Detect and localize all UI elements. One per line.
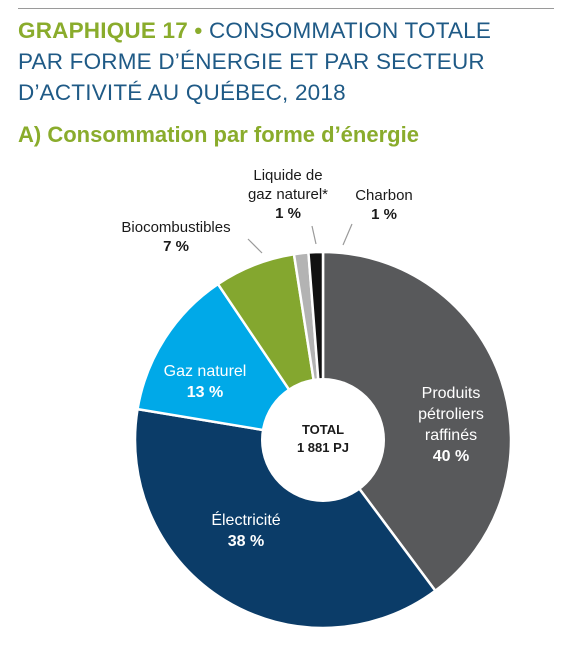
- value-label: 7 %: [163, 238, 189, 255]
- label-electricite: Électricité 38 %: [211, 510, 280, 550]
- label-line: Biocombustibles: [121, 219, 230, 236]
- top-rule: [18, 8, 554, 9]
- label-liquide-de-gaz-naturel: Liquide de gaz naturel* 1 %: [248, 167, 328, 222]
- title-line-1: GRAPHIQUE 17 • CONSOMMATION TOTALE: [18, 15, 558, 46]
- chart-subtitle: A) Consommation par forme d’énergie: [18, 122, 419, 147]
- label-line: pétroliers: [418, 406, 484, 423]
- slice-produits-petroliers-raffines: [321, 250, 513, 593]
- value-label: 38 %: [228, 533, 264, 550]
- label-line: Charbon: [355, 187, 413, 204]
- leader-line-biocombustibles: [247, 238, 263, 254]
- label-gaz-naturel: Gaz naturel 13 %: [164, 363, 247, 401]
- figure-number: GRAPHIQUE 17: [18, 18, 188, 43]
- value-label: 1 %: [371, 206, 397, 223]
- title-line-3: D’ACTIVITÉ AU QUÉBEC, 2018: [18, 80, 346, 105]
- label-produits-petroliers-raffines: Produits pétroliers raffinés 40 %: [418, 385, 484, 465]
- leader-line-liquide-de-gaz-naturel: [311, 225, 317, 245]
- donut-hole: [261, 378, 385, 502]
- center-label-line: 1 881 PJ: [297, 440, 349, 455]
- value-label: 13 %: [187, 384, 223, 401]
- label-line: Produits: [422, 385, 481, 402]
- leader-line-charbon: [342, 223, 353, 246]
- label-line: gaz naturel*: [248, 186, 328, 203]
- label-biocombustibles: Biocombustibles 7 %: [121, 219, 230, 255]
- label-line: Électricité: [211, 510, 280, 529]
- value-label: 1 %: [275, 205, 301, 222]
- value-label: 40 %: [433, 448, 469, 465]
- label-line: Gaz naturel: [164, 363, 247, 380]
- title-line-2: PAR FORME D’ÉNERGIE ET PAR SECTEUR: [18, 49, 485, 74]
- center-label-line: TOTAL: [302, 422, 344, 437]
- center-total-label: TOTAL 1 881 PJ: [297, 422, 349, 455]
- chart-title: GRAPHIQUE 17 • CONSOMMATION TOTALE PAR F…: [18, 15, 558, 108]
- label-line: Liquide de: [253, 167, 322, 184]
- label-line: raffinés: [425, 427, 477, 444]
- slice-electricite: [133, 407, 437, 630]
- title-text-1: CONSOMMATION TOTALE: [208, 18, 492, 43]
- title-bullet: •: [194, 18, 203, 43]
- label-charbon: Charbon 1 %: [355, 187, 413, 223]
